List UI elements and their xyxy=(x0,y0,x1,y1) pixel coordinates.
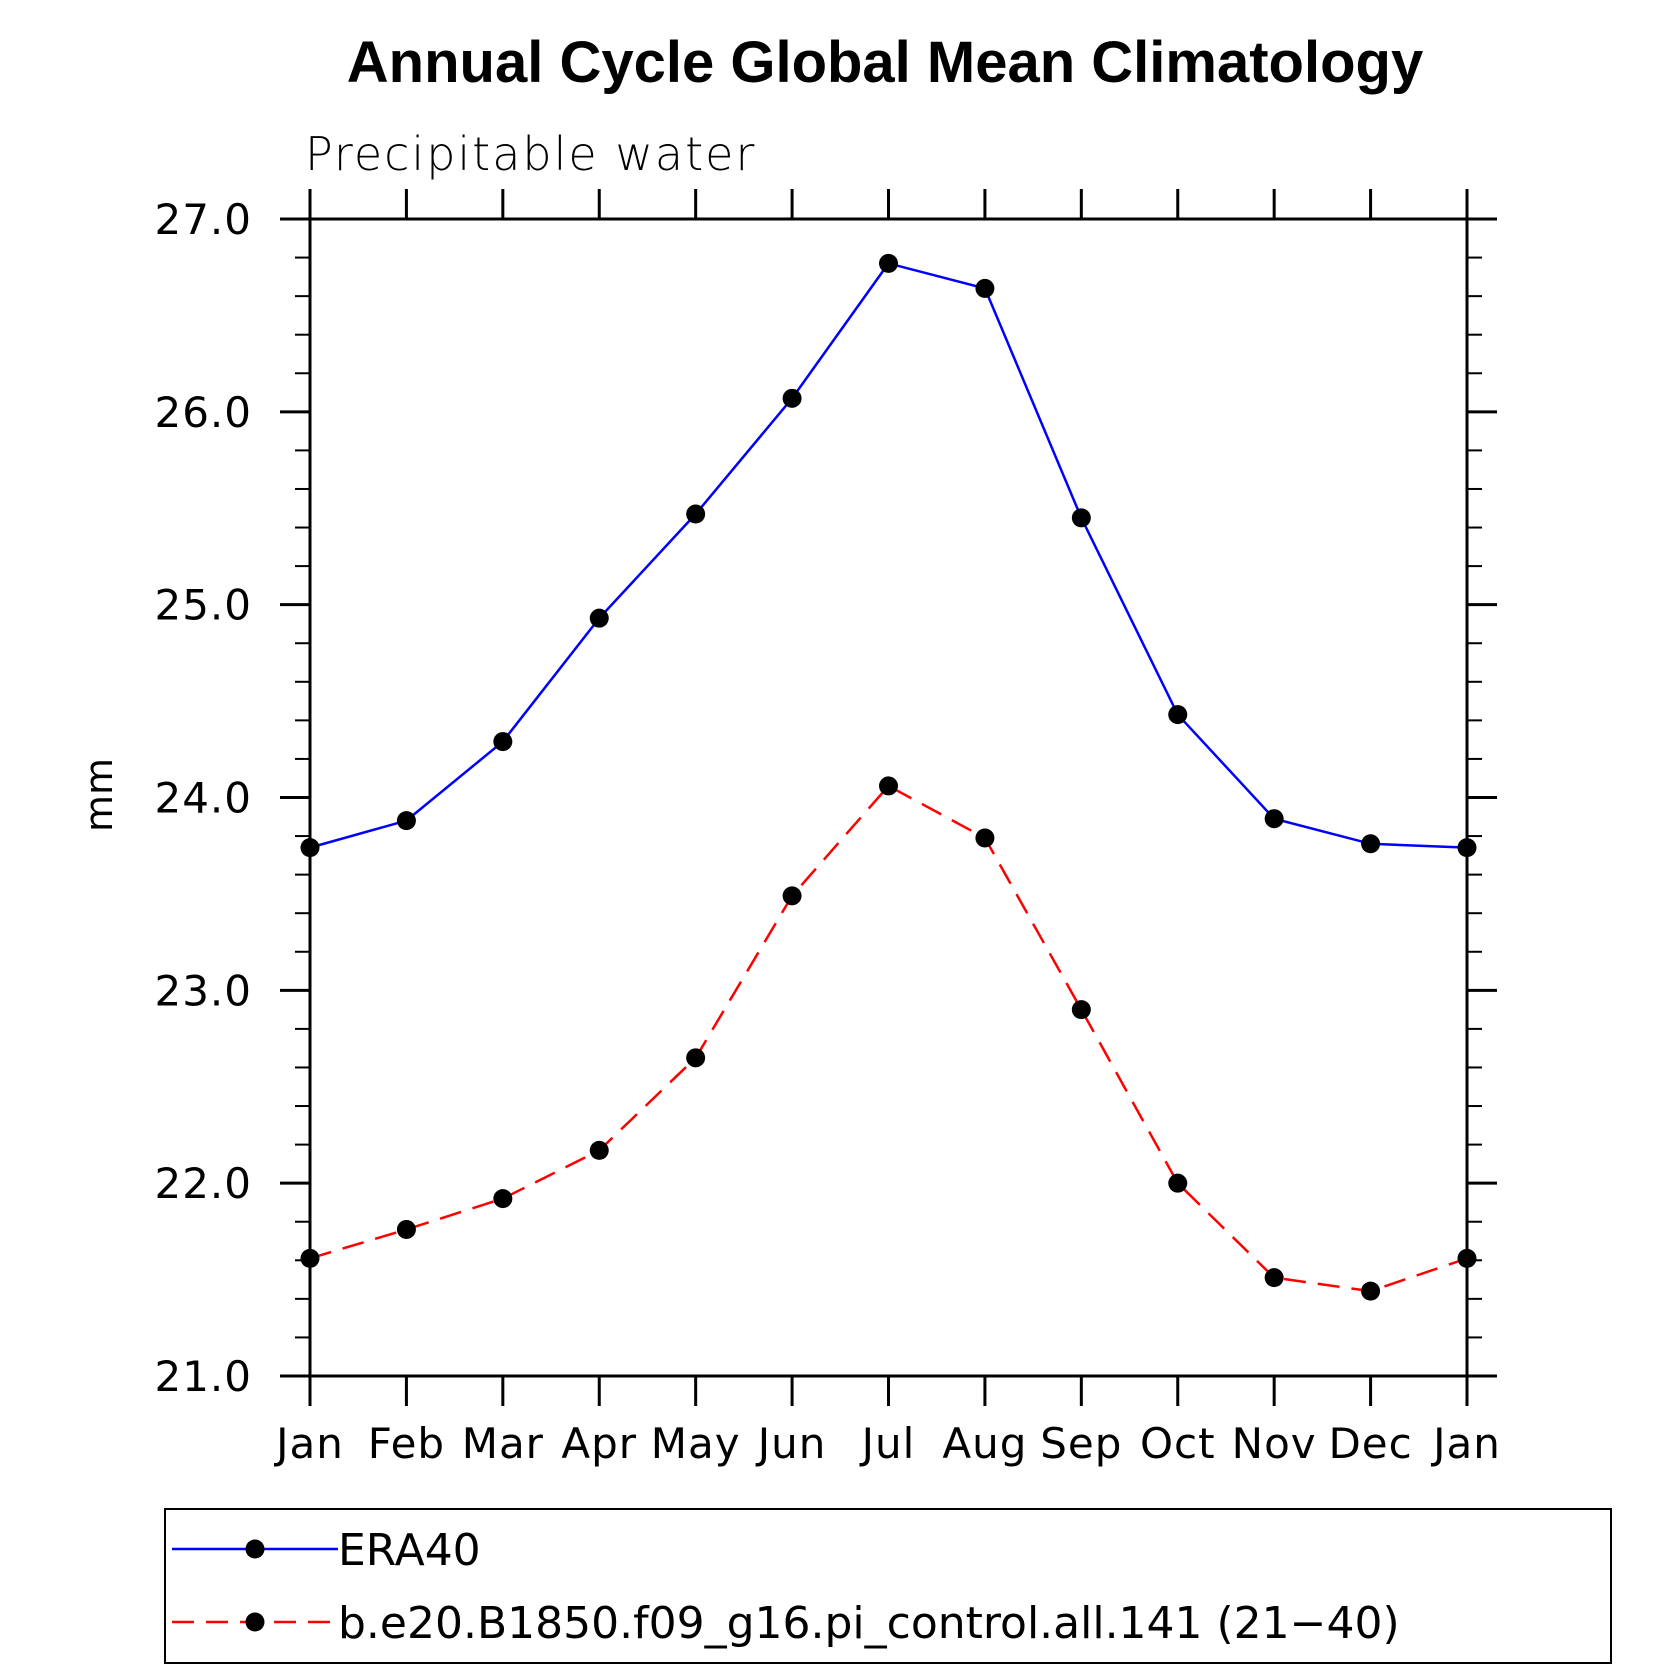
series-2-point xyxy=(782,886,802,906)
series-1-point xyxy=(1264,809,1284,829)
legend-label-2: b.e20.B1850.f09_g16.pi_control.all.141 (… xyxy=(338,1598,1400,1649)
series-1-point xyxy=(975,278,995,298)
series-1-point xyxy=(1168,705,1188,725)
x-tick-label: Jul xyxy=(859,1419,916,1468)
series-1-point xyxy=(589,608,609,628)
axis-ticks xyxy=(280,189,1497,1406)
series-1-point xyxy=(300,838,320,858)
y-tick-label: 25.0 xyxy=(154,581,252,630)
x-tick-label: Nov xyxy=(1232,1419,1317,1468)
x-tick-label: Feb xyxy=(368,1419,445,1468)
series-line-1 xyxy=(309,261,1468,849)
legend-marker-2 xyxy=(245,1612,265,1632)
series-2-point xyxy=(493,1189,513,1209)
series-2-point xyxy=(396,1219,416,1239)
series-2-point xyxy=(300,1248,320,1268)
series-2-point xyxy=(1168,1173,1188,1193)
legend: ERA40 b.e20.B1850.f09_g16.pi_control.all.… xyxy=(164,1508,1612,1664)
series-line-2 xyxy=(309,784,1468,1293)
legend-items: ERA40 b.e20.B1850.f09_g16.pi_control.all.… xyxy=(172,1525,1400,1649)
series-2-point xyxy=(1361,1281,1381,1301)
y-tick-label: 21.0 xyxy=(154,1352,252,1401)
x-tick-label: May xyxy=(651,1419,741,1468)
series-2-point xyxy=(686,1048,706,1068)
x-tick-label: Jan xyxy=(273,1419,344,1468)
legend-box xyxy=(164,1508,1612,1664)
series-2-point xyxy=(1071,1000,1091,1020)
legend-label-1: ERA40 xyxy=(338,1525,481,1576)
series-1-point xyxy=(1361,834,1381,854)
y-tick-label: 22.0 xyxy=(154,1159,252,1208)
chart-title: Annual Cycle Global Mean Climatology xyxy=(347,30,1423,95)
series-layer xyxy=(300,253,1477,1301)
plot-frame xyxy=(308,217,1469,1378)
y-tick-label: 26.0 xyxy=(154,388,252,437)
y-tick-label: 23.0 xyxy=(154,966,252,1015)
series-1-point xyxy=(396,811,416,831)
series-1-point xyxy=(493,732,513,752)
legend-marker-1 xyxy=(245,1539,265,1559)
series-2-point xyxy=(879,776,898,796)
series-2-point xyxy=(1457,1248,1477,1268)
x-tick-label: Sep xyxy=(1040,1419,1122,1468)
x-tick-label: Oct xyxy=(1140,1419,1216,1468)
y-axis-label: mm xyxy=(77,758,121,832)
series-1-point xyxy=(782,388,802,408)
series-2-point xyxy=(1264,1268,1284,1288)
x-tick-label: Apr xyxy=(561,1419,637,1468)
chart-subtitle: Precipitable water xyxy=(305,127,756,181)
x-tick-label: Dec xyxy=(1328,1419,1412,1468)
y-tick-label: 24.0 xyxy=(154,774,252,823)
x-tick-label: Mar xyxy=(462,1419,544,1468)
series-1-point xyxy=(686,504,706,524)
x-tick-label: Jan xyxy=(1430,1419,1501,1468)
x-tick-labels: Jan Feb Mar Apr May Jun Jul Aug Sep Oct Nov Dec Jan xyxy=(273,1419,1501,1468)
x-tick-label: Jun xyxy=(755,1419,827,1468)
series-1-point xyxy=(1071,508,1091,528)
series-1-point xyxy=(1457,838,1477,858)
y-tick-label: 27.0 xyxy=(154,195,252,244)
x-tick-label: Aug xyxy=(942,1419,1027,1468)
series-2-point xyxy=(975,828,995,848)
series-1-point xyxy=(879,253,898,273)
y-tick-labels: 21.0 22.0 23.0 24.0 25.0 26.0 27.0 xyxy=(154,195,252,1401)
series-2-point xyxy=(589,1140,609,1160)
